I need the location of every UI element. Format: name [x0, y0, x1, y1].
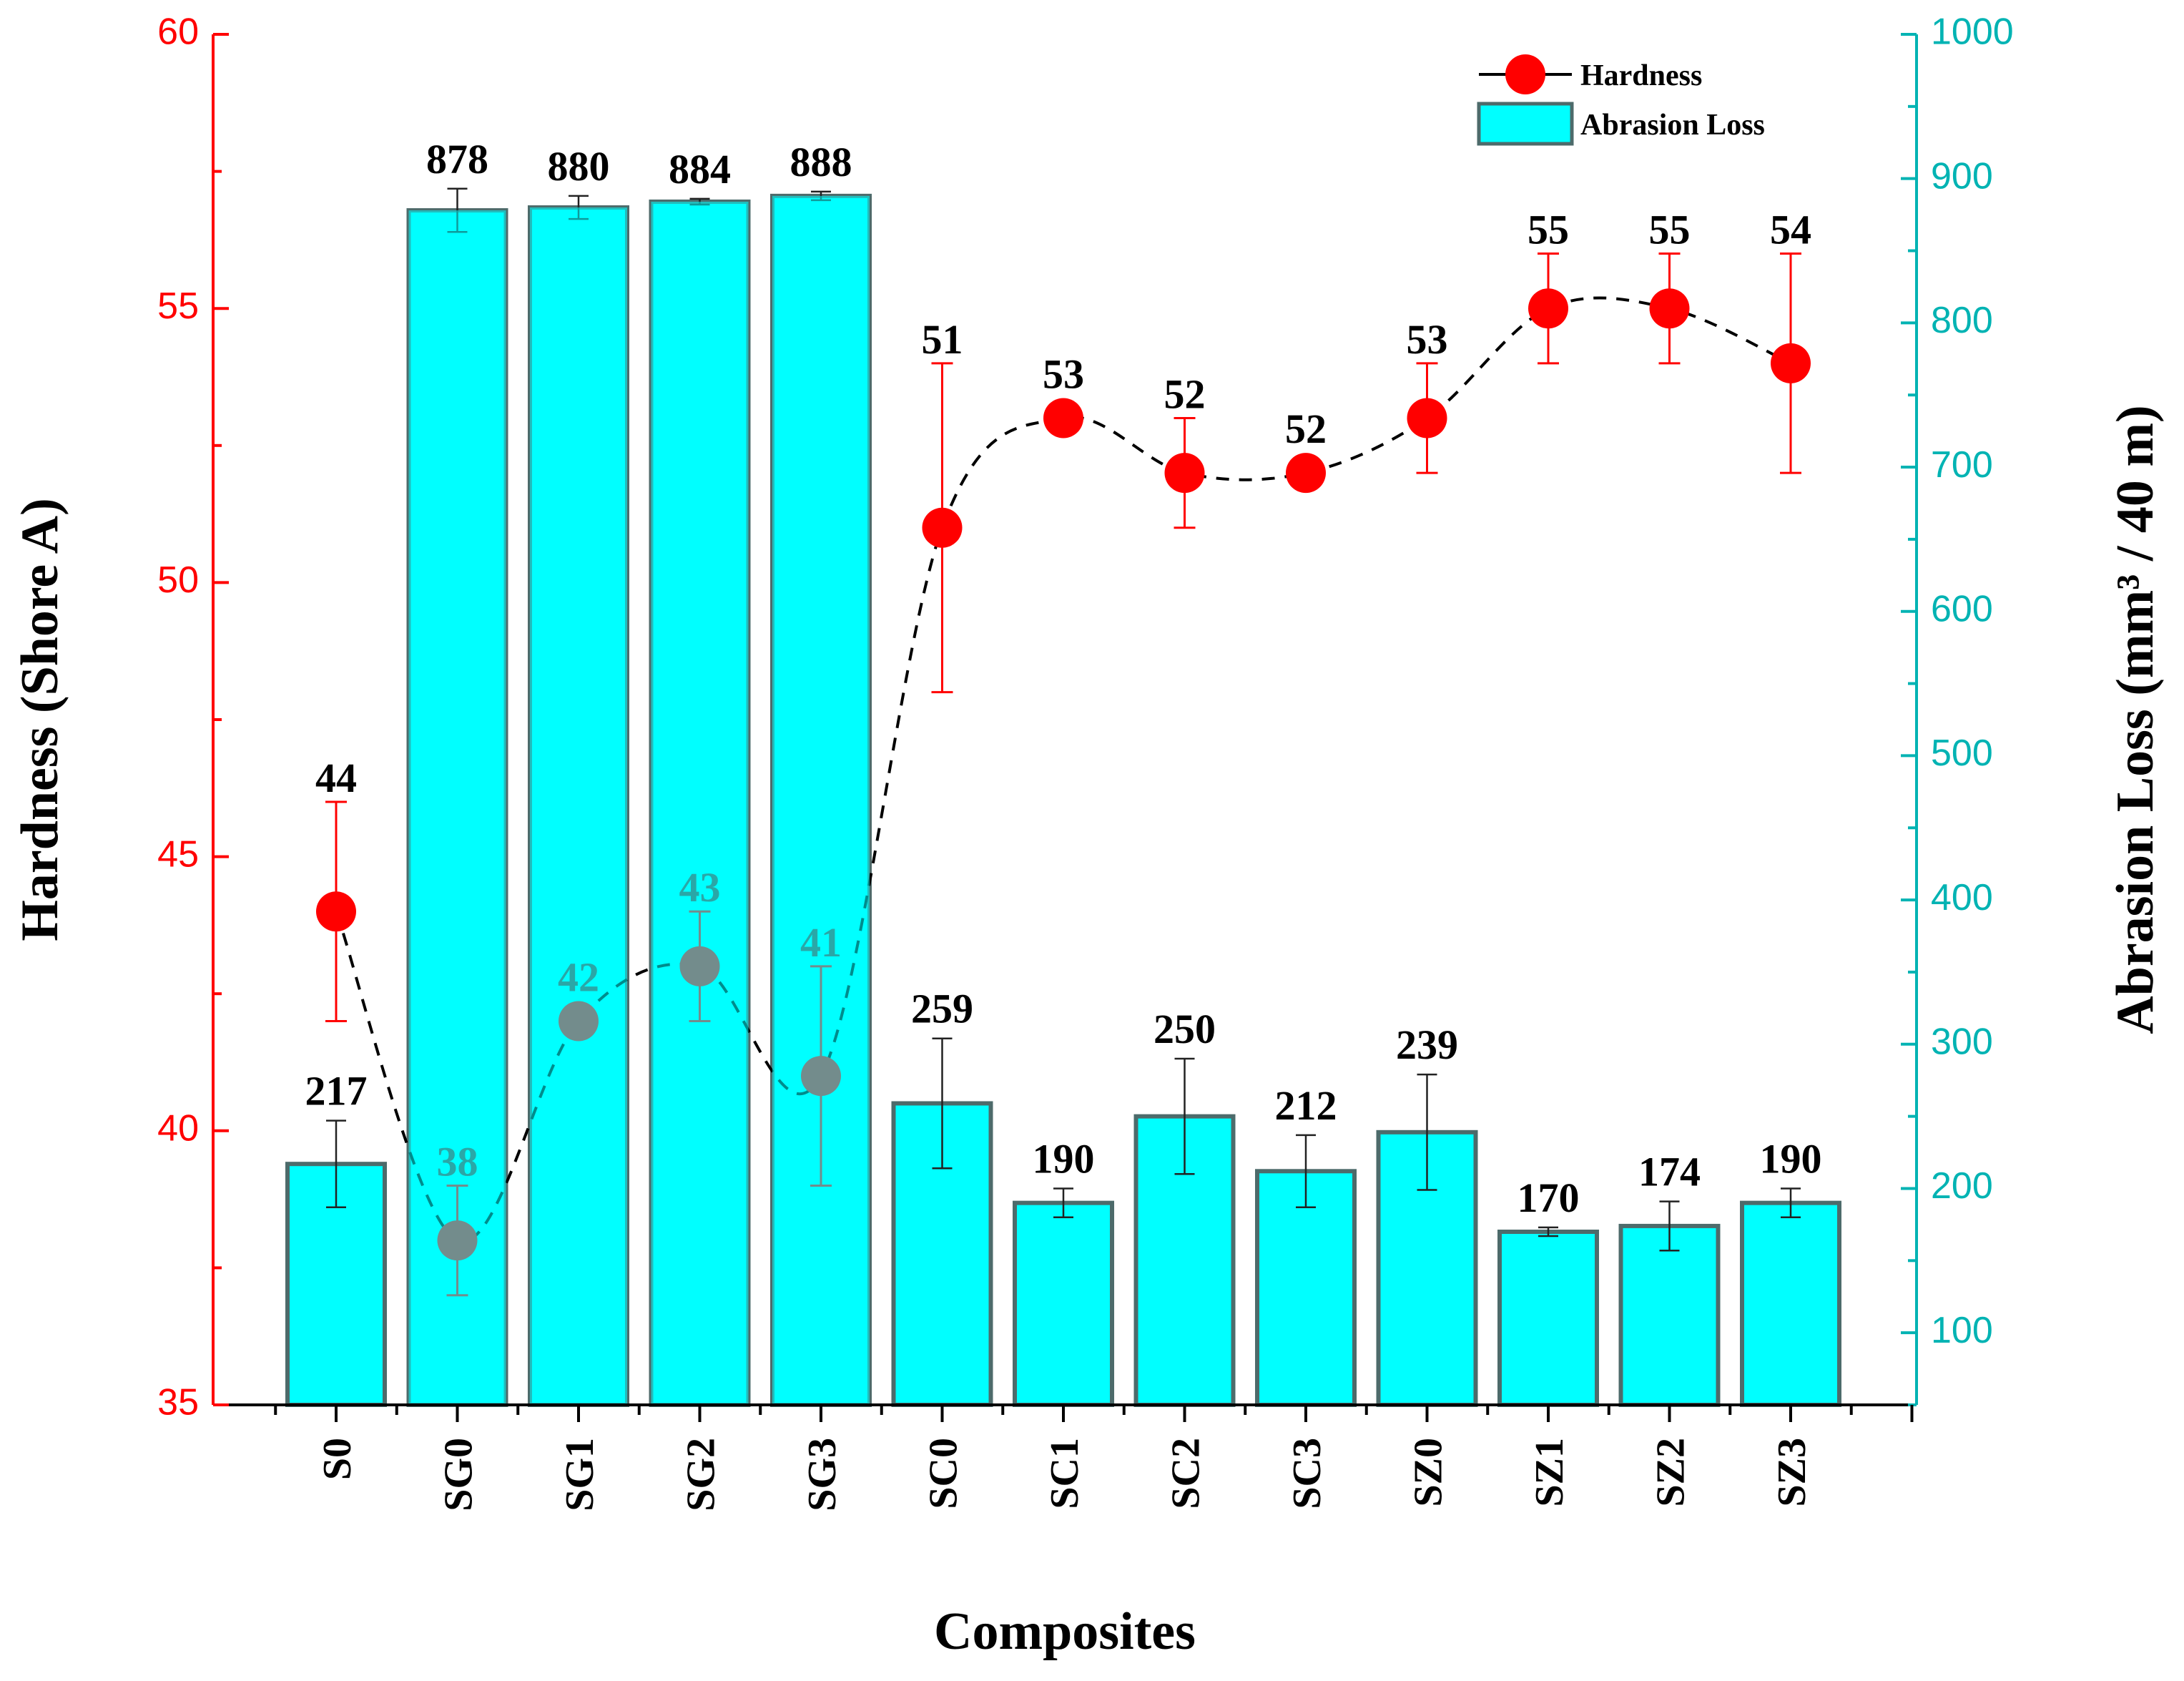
bar-SC1	[1013, 1200, 1114, 1407]
bar-label-SZ1: 170	[1518, 1175, 1580, 1221]
bar-label-S0: 217	[305, 1068, 368, 1114]
hardness-point-SZ2	[1649, 288, 1690, 329]
bar-overlay-SG2	[651, 201, 749, 1406]
hardness-point-SZ0	[1407, 398, 1447, 438]
category-label-SG0: SG0	[437, 1438, 481, 1511]
category-label-SZ0: SZ0	[1407, 1438, 1451, 1507]
hardness-point-SZ3	[1771, 343, 1811, 383]
left-tick-label: 35	[157, 1382, 199, 1423]
bar-SC3	[1255, 1169, 1357, 1408]
category-label-SZ2: SZ2	[1649, 1438, 1693, 1507]
left-tick-label: 45	[157, 833, 199, 875]
right-y-axis-title: Abrasion Loss (mm³ / 40 m)	[2106, 405, 2165, 1034]
right-tick-label: 700	[1931, 444, 1993, 486]
hardness-point-SC1	[1043, 398, 1083, 438]
legend-abrasion-swatch	[1477, 102, 1574, 146]
hardness-label-SG1: 42	[558, 954, 599, 1001]
hardness-label-SZ0: 53	[1407, 316, 1448, 363]
hardness-point-S0	[316, 891, 356, 932]
data-labels-layer: 217 878 880 884 888 259 190 250 212 239 170 174 190 4…	[305, 136, 1822, 1221]
bar-label-SC2: 250	[1154, 1006, 1216, 1052]
bar-label-SG0: 878	[426, 136, 488, 182]
right-tick-label: 200	[1931, 1165, 1993, 1207]
bar-label-SG1: 880	[548, 143, 610, 190]
category-label-SG1: SG1	[558, 1438, 602, 1511]
bar-overlay-SG0	[408, 210, 506, 1406]
left-y-axis-title: Hardness (Shore A)	[11, 498, 69, 941]
category-label-SC3: SC3	[1285, 1438, 1329, 1509]
bar-label-SC3: 212	[1275, 1082, 1337, 1129]
hardness-label-SG3: 41	[800, 919, 842, 966]
right-tick-label: 600	[1931, 588, 1993, 629]
hardness-label-SZ2: 55	[1649, 207, 1691, 253]
category-label-S0: S0	[315, 1438, 360, 1480]
bar-SZ1	[1497, 1229, 1599, 1408]
bar-label-SC0: 259	[911, 986, 973, 1032]
ticks-layer: 35 40 45 50 55 60 100 200 300 400 500 600 700 800 900 1…	[157, 11, 2014, 1511]
bar-label-SZ2: 174	[1638, 1149, 1701, 1195]
right-tick-label: 900	[1931, 155, 1993, 197]
bar-label-SZ3: 190	[1760, 1135, 1822, 1182]
hardness-line-layer	[316, 195, 1811, 1406]
hardness-point-SZ1	[1528, 288, 1568, 329]
legend-abrasion-label: Abrasion Loss	[1580, 109, 1765, 142]
category-label-SC1: SC1	[1043, 1438, 1087, 1509]
bar-SZ3	[1740, 1200, 1841, 1407]
hardness-label-SZ3: 54	[1770, 207, 1811, 253]
right-tick-label: 800	[1931, 300, 1993, 341]
bar-label-SZ0: 239	[1396, 1021, 1458, 1068]
right-tick-label: 1000	[1931, 11, 2014, 53]
bar-SZ2	[1618, 1223, 1721, 1408]
category-label-SG3: SG3	[800, 1438, 845, 1511]
left-tick-label: 40	[157, 1108, 199, 1150]
hardness-label-SC3: 52	[1285, 406, 1327, 452]
bar-label-SG3: 888	[790, 139, 852, 185]
hardness-label-SC0: 51	[922, 316, 963, 363]
right-tick-label: 300	[1931, 1021, 1993, 1063]
left-tick-label: 55	[157, 285, 199, 327]
right-tick-label: 500	[1931, 732, 1993, 774]
hardness-point-SC0	[922, 507, 963, 548]
hardness-point-SC3	[1286, 453, 1326, 494]
bar-overlay-SG1	[530, 207, 627, 1406]
x-axis-title: Composites	[934, 1602, 1196, 1661]
legend-hardness-label: Hardness	[1580, 59, 1702, 92]
hardness-label-SC1: 53	[1043, 351, 1084, 397]
hardness-label-SG0: 38	[437, 1138, 478, 1185]
right-tick-label: 400	[1931, 877, 1993, 918]
hardness-label-SC2: 52	[1164, 371, 1206, 417]
left-tick-label: 60	[157, 11, 199, 53]
hardness-label-SZ1: 55	[1528, 207, 1569, 253]
hardness-label-S0: 44	[315, 755, 357, 801]
bar-label-SC1: 190	[1033, 1135, 1095, 1182]
bar-label-SG2: 884	[669, 146, 731, 192]
right-tick-label: 100	[1931, 1310, 1993, 1351]
category-label-SZ3: SZ3	[1770, 1438, 1814, 1507]
legend-hardness-marker	[1505, 54, 1545, 94]
hardness-point-SC2	[1164, 453, 1205, 494]
category-label-SC0: SC0	[922, 1438, 966, 1509]
bar-overlay-SG3	[772, 195, 870, 1405]
left-tick-label: 50	[157, 559, 199, 601]
category-label-SZ1: SZ1	[1528, 1438, 1572, 1507]
hardness-label-SG2: 43	[679, 864, 721, 911]
category-label-SC2: SC2	[1164, 1438, 1209, 1509]
legend: Hardness Abrasion Loss	[1477, 54, 1765, 146]
category-label-SG2: SG2	[679, 1438, 724, 1511]
